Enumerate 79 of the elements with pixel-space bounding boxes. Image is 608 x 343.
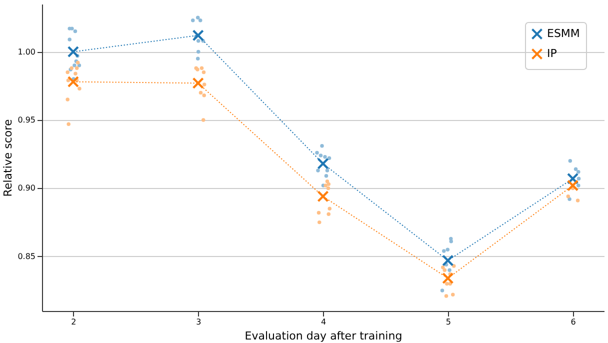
point: [442, 249, 446, 253]
point: [576, 170, 580, 174]
point: [323, 154, 327, 159]
point: [568, 159, 572, 163]
point: [198, 90, 203, 95]
point: [317, 190, 329, 202]
point: [566, 194, 570, 198]
y-tick-label: 0.85: [18, 252, 36, 261]
point: [196, 38, 200, 43]
point: [448, 268, 452, 272]
point: [74, 66, 79, 70]
point: [449, 240, 454, 244]
point: [66, 122, 70, 126]
point: [325, 168, 330, 172]
point: [78, 86, 82, 90]
x-tick-label: 4: [320, 318, 326, 326]
x-tick-label: 5: [446, 318, 451, 326]
point: [326, 212, 330, 216]
point: [196, 56, 200, 60]
point: [201, 118, 206, 122]
point: [73, 29, 78, 34]
x-tick-label: 3: [196, 318, 202, 326]
point: [324, 184, 328, 188]
point: [190, 18, 195, 22]
point: [192, 30, 204, 42]
point: [445, 282, 449, 286]
x-axis-title: Evaluation day after training: [244, 330, 402, 342]
legend-label: ESMM: [547, 27, 580, 40]
point: [316, 210, 321, 215]
point: [72, 64, 76, 68]
point: [318, 154, 323, 158]
y-tick-label: 0.95: [18, 115, 36, 124]
point: [442, 254, 454, 266]
point: [576, 176, 581, 181]
point: [192, 77, 204, 89]
point: [196, 16, 200, 20]
point: [442, 272, 454, 284]
point: [574, 167, 578, 171]
point: [440, 288, 444, 292]
point: [66, 98, 70, 102]
point: [451, 292, 455, 296]
point: [327, 156, 332, 160]
point: [66, 70, 70, 74]
x-tick-label: 6: [570, 318, 576, 326]
point: [452, 264, 456, 268]
point: [566, 172, 579, 184]
point: [566, 180, 579, 192]
point: [317, 158, 329, 170]
x-tick-label: 2: [71, 318, 76, 326]
point: [198, 18, 202, 22]
point: [324, 174, 328, 178]
point: [74, 72, 78, 76]
y-tick-label: 0.90: [18, 184, 36, 193]
point: [315, 150, 319, 155]
point: [328, 206, 332, 211]
point: [70, 26, 74, 30]
y-axis-title: Relative score: [2, 119, 15, 197]
point: [326, 182, 330, 186]
point: [446, 248, 450, 252]
point: [442, 268, 447, 272]
point: [202, 94, 206, 98]
point: [200, 66, 204, 70]
y-tick-label: 1.00: [18, 47, 36, 56]
point: [196, 50, 200, 54]
point: [67, 76, 80, 88]
point: [68, 38, 72, 42]
point: [448, 282, 452, 286]
point: [202, 70, 206, 74]
point: [202, 82, 206, 86]
point: [316, 168, 320, 172]
point: [326, 186, 330, 190]
legend-label: IP: [547, 47, 558, 60]
point: [67, 46, 80, 58]
point: [576, 184, 580, 188]
point: [320, 144, 324, 148]
point: [66, 78, 70, 82]
point: [576, 198, 580, 202]
point: [318, 220, 322, 224]
point: [444, 294, 448, 298]
